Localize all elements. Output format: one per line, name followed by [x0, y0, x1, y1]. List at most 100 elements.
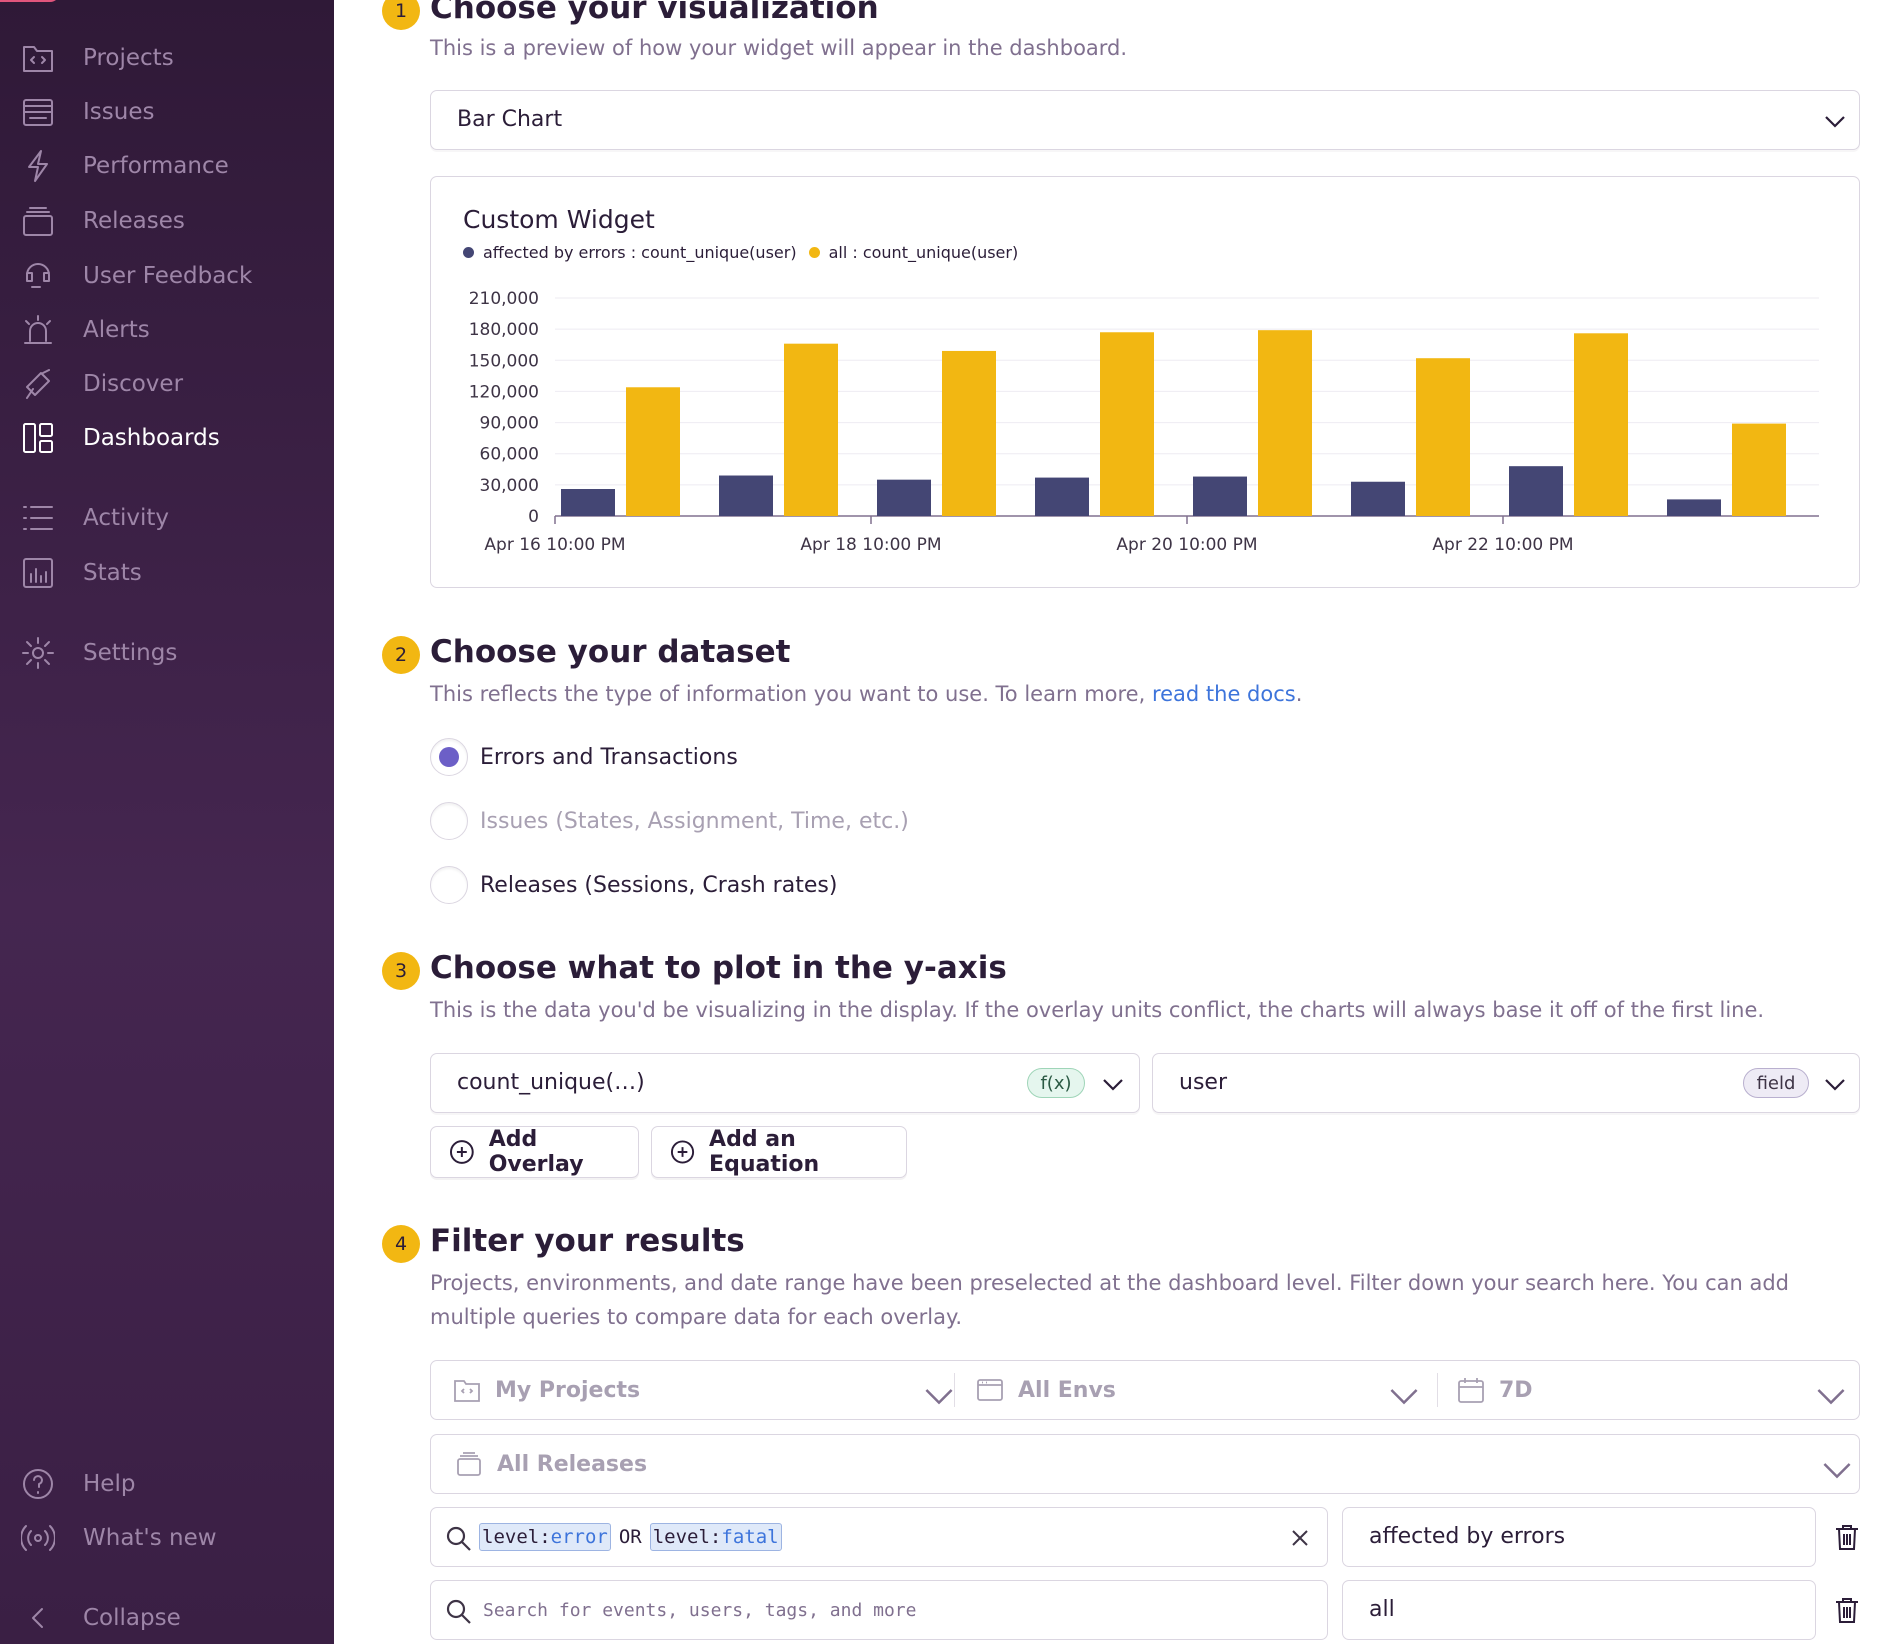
releases-icon [457, 1452, 481, 1476]
sidebar-item-performance[interactable]: Performance [0, 142, 334, 190]
step-title: Choose your dataset [430, 634, 791, 670]
y-tick-label: 90,000 [480, 414, 539, 434]
bar-all [1574, 333, 1628, 516]
step-description-text: This reflects the type of information yo… [430, 682, 1152, 706]
sidebar-item-discover[interactable]: Discover [0, 360, 334, 408]
step-title: Choose what to plot in the y-axis [430, 950, 1007, 986]
trash-icon[interactable] [1834, 1523, 1860, 1551]
chevron-left-icon [20, 1600, 56, 1636]
legend-entry[interactable]: affected by errors : count_unique(user) [483, 243, 797, 262]
bar-all [1258, 330, 1312, 516]
query-alias-input[interactable]: affected by errors [1342, 1507, 1816, 1567]
radio-label: Issues (States, Assignment, Time, etc.) [480, 808, 909, 834]
settings-icon [20, 635, 56, 671]
widget-title: Custom Widget [463, 205, 655, 234]
project-filter[interactable]: My Projects [453, 1361, 963, 1419]
divider [954, 1373, 955, 1407]
radio-unchecked[interactable] [430, 866, 468, 904]
sidebar-item-label: What's new [83, 1525, 217, 1551]
yaxis-field-select[interactable]: user field [1152, 1053, 1860, 1113]
projects-icon [20, 40, 56, 76]
bar-all [1732, 423, 1786, 516]
step-description: This is a preview of how your widget wil… [430, 36, 1128, 60]
sidebar-item-settings[interactable]: Settings [0, 629, 334, 677]
org-logo[interactable] [0, 0, 60, 2]
page-filter-bar: My Projects All Envs 7D [430, 1360, 1860, 1420]
sidebar-item-label: Help [83, 1471, 136, 1497]
sidebar-item-issues[interactable]: Issues [0, 88, 334, 136]
radio-unchecked[interactable] [430, 802, 468, 840]
sidebar-item-label: Stats [83, 560, 142, 586]
environment-filter[interactable]: All Envs [976, 1361, 1436, 1419]
release-filter-bar[interactable]: All Releases [430, 1434, 1860, 1494]
sidebar-item-stats[interactable]: Stats [0, 549, 334, 597]
bar-affected-by-errors [1509, 466, 1563, 516]
sidebar-collapse-button[interactable]: Collapse [0, 1594, 334, 1642]
dataset-option-issues[interactable]: Issues (States, Assignment, Time, etc.) [430, 801, 909, 841]
alias-value: all [1369, 1597, 1395, 1622]
y-tick-label: 30,000 [480, 476, 539, 496]
y-tick-label: 0 [528, 507, 539, 527]
bar-chart: 0 30,000 60,000 90,000 120,000 150,000 180,000… [469, 289, 1819, 555]
sidebar-item-help[interactable]: Help [0, 1460, 334, 1508]
dataset-option-errors-transactions[interactable]: Errors and Transactions [430, 737, 738, 777]
bar-affected-by-errors [1351, 481, 1405, 516]
chevron-down-icon [1825, 1076, 1845, 1094]
step-description-text: . [1295, 682, 1303, 706]
divider [1437, 1373, 1438, 1407]
field-tag: field [1743, 1068, 1809, 1098]
button-label: Add Overlay [488, 1127, 584, 1177]
search-token[interactable]: level:error [479, 1523, 611, 1551]
sidebar-item-releases[interactable]: Releases [0, 197, 334, 245]
close-icon[interactable] [1291, 1529, 1309, 1547]
y-tick-label: 150,000 [469, 351, 539, 371]
window-icon [977, 1379, 1003, 1401]
read-the-docs-link[interactable]: read the docs [1151, 682, 1296, 706]
search-token[interactable]: level:fatal [649, 1523, 782, 1551]
search-icon [446, 1599, 471, 1624]
radio-label: Releases (Sessions, Crash rates) [480, 872, 838, 898]
chart-legend: affected by errors : count_unique(user) … [463, 243, 1018, 262]
sidebar-item-label: User Feedback [83, 263, 253, 289]
query-search-input[interactable]: Search for events, users, tags, and more [430, 1580, 1328, 1640]
x-tick-label: Apr 18 10:00 PM [800, 535, 941, 555]
release-filter[interactable]: All Releases [455, 1435, 1851, 1493]
dataset-option-releases[interactable]: Releases (Sessions, Crash rates) [430, 865, 837, 905]
trash-icon[interactable] [1834, 1596, 1860, 1624]
sidebar-item-user-feedback[interactable]: User Feedback [0, 252, 334, 300]
legend-entry[interactable]: all : count_unique(user) [828, 243, 1019, 262]
sidebar-item-alerts[interactable]: Alerts [0, 306, 334, 354]
search-placeholder: Search for events, users, tags, and more [483, 1600, 917, 1621]
bar-affected-by-errors [561, 489, 615, 516]
y-tick-label: 60,000 [480, 445, 539, 465]
sidebar-item-label: Settings [83, 640, 178, 666]
step-title: Choose your visualization [430, 0, 879, 26]
sidebar-item-whats-new[interactable]: What's new [0, 1514, 334, 1562]
radio-label: Errors and Transactions [480, 744, 738, 770]
visualization-select[interactable]: Bar Chart [430, 90, 1860, 150]
query-search-input[interactable]: level:error OR level:fatal [430, 1507, 1328, 1567]
sidebar-item-dashboards[interactable]: Dashboards [0, 414, 334, 462]
dashboards-icon [20, 420, 56, 456]
sidebar-item-label: Projects [83, 45, 174, 71]
x-tick-label: Apr 16 10:00 PM [484, 535, 625, 555]
sidebar-item-projects[interactable]: Projects [0, 34, 334, 82]
activity-icon [20, 500, 56, 536]
alerts-icon [20, 312, 56, 348]
date-range-filter[interactable]: 7D [1457, 1361, 1857, 1419]
radio-checked[interactable] [430, 738, 468, 776]
query-alias-input[interactable]: all [1342, 1580, 1816, 1640]
add-overlay-button[interactable]: Add Overlay [430, 1126, 639, 1178]
y-tick-label: 210,000 [469, 289, 539, 309]
sidebar-item-label: Issues [83, 99, 155, 125]
add-equation-button[interactable]: Add an Equation [651, 1126, 907, 1178]
step-description: Projects, environments, and date range h… [430, 1271, 1790, 1329]
yaxis-function-select[interactable]: count_unique(…) f(x) [430, 1053, 1140, 1113]
chevron-down-icon [925, 1383, 953, 1405]
projects-icon [454, 1380, 480, 1402]
button-label: Add an Equation [709, 1127, 820, 1177]
sidebar-item-activity[interactable]: Activity [0, 494, 334, 542]
bar-all [1416, 358, 1470, 516]
bar-affected-by-errors [877, 479, 931, 516]
bar-affected-by-errors [1667, 499, 1721, 516]
